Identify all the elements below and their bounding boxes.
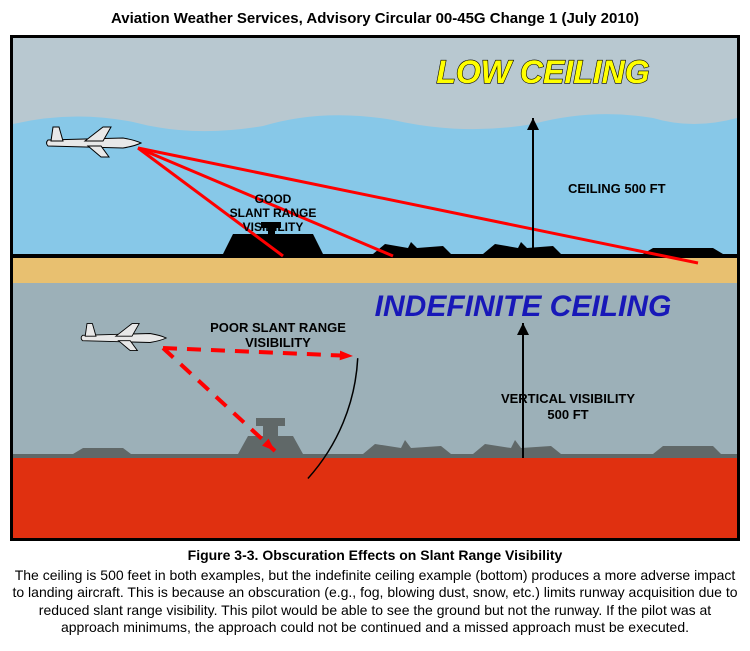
svg-text:VISIBILITY: VISIBILITY bbox=[245, 335, 311, 350]
caption-body: The ceiling is 500 feet in both examples… bbox=[12, 567, 737, 636]
svg-text:GOOD: GOOD bbox=[255, 192, 292, 206]
document-header: Aviation Weather Services, Advisory Circ… bbox=[10, 10, 740, 27]
svg-text:INDEFINITE CEILING: INDEFINITE CEILING bbox=[375, 290, 672, 323]
caption-title: Figure 3-3. Obscuration Effects on Slant… bbox=[10, 547, 740, 565]
svg-text:CEILING 500 FT: CEILING 500 FT bbox=[568, 181, 666, 196]
obscuration-diagram: GOODSLANT RANGEVISIBILITYCEILING 500 FTL… bbox=[10, 35, 740, 541]
svg-text:SLANT RANGE: SLANT RANGE bbox=[230, 206, 317, 220]
figure-caption: Figure 3-3. Obscuration Effects on Slant… bbox=[10, 547, 740, 637]
svg-text:LOW CEILING: LOW CEILING bbox=[436, 54, 649, 90]
svg-text:500 FT: 500 FT bbox=[547, 407, 588, 422]
svg-text:VISIBILITY: VISIBILITY bbox=[243, 220, 304, 234]
svg-text:VERTICAL VISIBILITY: VERTICAL VISIBILITY bbox=[501, 391, 635, 406]
svg-text:POOR SLANT RANGE: POOR SLANT RANGE bbox=[210, 320, 346, 335]
